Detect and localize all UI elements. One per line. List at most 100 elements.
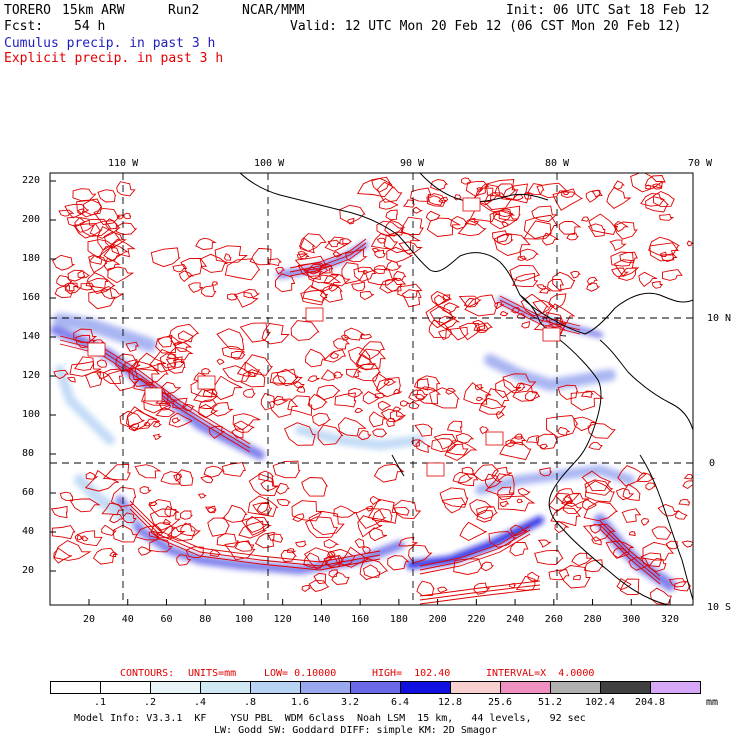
explicit-contour xyxy=(274,273,296,293)
explicit-contour xyxy=(115,222,138,235)
explicit-contour xyxy=(84,469,120,492)
explicit-contour xyxy=(558,565,591,589)
x-tick-label: 180 xyxy=(389,614,408,625)
explicit-contour xyxy=(177,330,194,343)
colorbar-swatch xyxy=(550,681,601,694)
explicit-contour xyxy=(328,283,340,292)
explicit-contour xyxy=(442,497,467,514)
explicit-contour xyxy=(485,473,515,496)
header-fcst-value: 54 h xyxy=(74,19,106,34)
explicit-contour xyxy=(303,266,323,280)
explicit-contour xyxy=(357,515,383,538)
explicit-contour xyxy=(339,204,366,224)
explicit-contour xyxy=(513,433,524,440)
explicit-contour xyxy=(307,393,328,411)
explicit-contour xyxy=(77,270,91,279)
x-tick-label: 100 xyxy=(234,614,253,625)
explicit-contour xyxy=(473,464,500,482)
explicit-contour xyxy=(566,232,579,241)
explicit-contour xyxy=(359,291,375,301)
explicit-contour xyxy=(280,549,297,562)
colorbar-swatch xyxy=(400,681,451,694)
explicit-contour xyxy=(201,368,211,375)
explicit-contour xyxy=(428,319,450,338)
colorbar-swatch xyxy=(300,681,351,694)
explicit-contour xyxy=(591,189,602,198)
explicit-contour xyxy=(303,552,325,569)
colorbar-swatch xyxy=(50,681,101,694)
explicit-contour xyxy=(589,523,601,534)
explicit-contour xyxy=(272,395,289,406)
explicit-contour xyxy=(243,288,261,299)
explicit-contour xyxy=(298,233,327,252)
header-init: Init: 06 UTC Sat 18 Feb 12 xyxy=(506,3,710,18)
explicit-contour xyxy=(269,368,299,385)
explicit-contour xyxy=(659,213,675,221)
cumulus-band xyxy=(53,313,157,352)
explicit-contour xyxy=(125,341,139,352)
explicit-contour xyxy=(548,492,574,512)
explicit-contour xyxy=(348,387,364,398)
explicit-contour xyxy=(247,495,279,518)
contour-label-boxes xyxy=(87,197,561,477)
explicit-contour xyxy=(249,247,272,266)
explicit-contour xyxy=(52,254,76,271)
explicit-contour xyxy=(53,540,92,561)
explicit-contour xyxy=(427,195,444,206)
explicit-contour xyxy=(557,426,571,437)
explicit-contour xyxy=(301,584,311,593)
explicit-contour xyxy=(446,420,463,433)
explicit-contour xyxy=(166,346,194,361)
explicit-contour xyxy=(408,544,433,564)
explicit-contour xyxy=(355,508,387,529)
explicit-contour xyxy=(622,483,641,501)
explicit-contour xyxy=(369,411,387,428)
explicit-contour xyxy=(97,226,122,251)
explicit-contour xyxy=(375,377,401,398)
explicit-contour xyxy=(557,384,579,400)
explicit-contour xyxy=(299,237,316,254)
explicit-contour xyxy=(66,216,87,227)
explicit-contour xyxy=(681,540,693,548)
x-tick-label: 140 xyxy=(312,614,331,625)
explicit-contour xyxy=(149,508,181,531)
explicit-contour xyxy=(345,368,362,378)
explicit-contour xyxy=(525,435,539,444)
x-tick-label: 240 xyxy=(506,614,525,625)
explicit-contour xyxy=(521,320,530,329)
explicit-contour xyxy=(221,345,246,359)
header-org: NCAR/MMM xyxy=(242,3,305,18)
explicit-contour xyxy=(312,412,332,427)
explicit-contour xyxy=(302,285,329,303)
lon-label-100w: 100 W xyxy=(254,158,285,169)
explicit-contour xyxy=(248,473,280,497)
explicit-contour xyxy=(328,569,339,578)
explicit-contour xyxy=(474,384,484,391)
explicit-contour xyxy=(292,380,305,389)
contour-label-box xyxy=(485,431,504,446)
colorbar-swatch xyxy=(600,681,651,694)
explicit-contour xyxy=(198,403,219,419)
explicit-contour xyxy=(306,265,340,284)
explicit-contour xyxy=(221,462,246,477)
explicit-contour xyxy=(134,352,167,372)
explicit-contour xyxy=(56,275,73,287)
coastlines xyxy=(239,173,693,605)
colorbar-label: 3.2 xyxy=(340,697,360,708)
contour-label-box xyxy=(87,342,106,357)
y-tick-label: 20 xyxy=(22,565,35,576)
explicit-contour xyxy=(93,207,121,226)
explicit-contour xyxy=(149,538,174,553)
explicit-contour xyxy=(493,210,515,223)
explicit-contour xyxy=(412,206,424,214)
contours-high: HIGH= 102.40 xyxy=(372,668,451,679)
explicit-contour xyxy=(501,183,530,204)
explicit-contour xyxy=(135,525,164,541)
explicit-contour xyxy=(640,193,665,207)
explicit-contour xyxy=(475,324,489,334)
explicit-contour xyxy=(425,304,457,329)
explicit-contour-band xyxy=(599,528,661,585)
y-tick-label: 180 xyxy=(22,253,41,264)
explicit-contour xyxy=(224,258,261,281)
explicit-contour xyxy=(619,251,638,264)
